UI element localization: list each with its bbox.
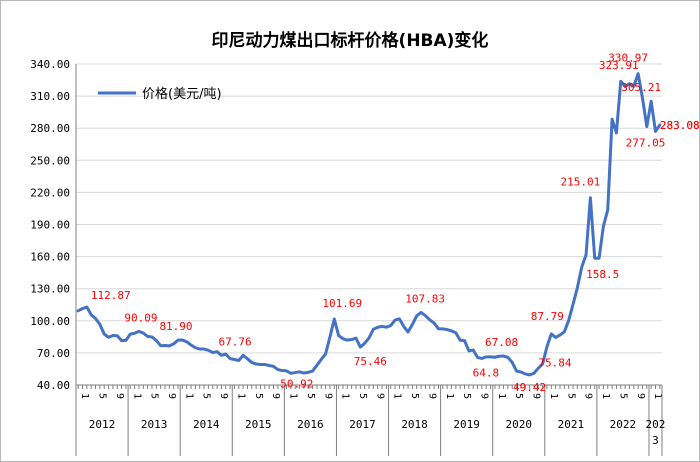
year-label: 2019 bbox=[453, 418, 480, 431]
x-tick-label: 1 bbox=[444, 393, 455, 399]
x-tick-label: 9 bbox=[479, 393, 490, 399]
data-label: 277.05 bbox=[626, 136, 666, 149]
x-tick-label: 1 bbox=[183, 393, 194, 399]
data-label: 101.69 bbox=[322, 297, 362, 310]
x-tick-label: 5 bbox=[201, 393, 212, 399]
data-label: 81.90 bbox=[159, 320, 192, 333]
data-label: 67.76 bbox=[219, 335, 252, 348]
year-label: 202 bbox=[646, 418, 666, 431]
y-tick-label: 160.00 bbox=[30, 251, 70, 264]
year-label: 2014 bbox=[193, 418, 220, 431]
x-tick-label: 1 bbox=[392, 393, 403, 399]
data-label: 158.5 bbox=[586, 268, 619, 281]
axes: 40.00 70.00 100.00 130.00 160.00 190.00 220.00… bbox=[30, 58, 665, 456]
data-label: 50.92 bbox=[280, 377, 313, 390]
x-tick-label: 1 bbox=[131, 393, 142, 399]
x-tick-label: 1 bbox=[496, 393, 507, 399]
year-label: 3 bbox=[652, 434, 659, 447]
year-label: 2020 bbox=[506, 418, 533, 431]
x-tick-label: 1 bbox=[235, 393, 246, 399]
x-tick-label: 5 bbox=[305, 393, 316, 399]
year-label: 2016 bbox=[297, 418, 324, 431]
x-tick-label: 5 bbox=[409, 393, 420, 399]
data-label: 107.83 bbox=[405, 292, 445, 305]
x-tick-label: 5 bbox=[149, 393, 160, 399]
x-tick-label: 9 bbox=[374, 393, 385, 399]
x-tick-label: 5 bbox=[253, 393, 264, 399]
x-tick-label: 5 bbox=[97, 393, 108, 399]
x-tick-label: 5 bbox=[617, 393, 628, 399]
x-tick-label: 5 bbox=[513, 393, 524, 399]
legend: 价格(美元/吨) bbox=[98, 86, 222, 102]
legend-label: 价格(美元/吨) bbox=[142, 86, 222, 102]
y-tick-label: 40.00 bbox=[37, 379, 70, 392]
x-tick-label: 9 bbox=[583, 393, 594, 399]
series-layer bbox=[76, 72, 662, 377]
data-label: 330.97 bbox=[608, 52, 648, 65]
x-tick-label: 9 bbox=[270, 393, 281, 399]
x-tick-label: 5 bbox=[461, 393, 472, 399]
data-label: 283.08 bbox=[660, 119, 700, 132]
x-tick-label: 9 bbox=[218, 393, 229, 399]
x-tick-label: 1 bbox=[600, 393, 611, 399]
x-tick-label: 9 bbox=[322, 393, 333, 399]
y-tick-label: 220.00 bbox=[30, 186, 70, 199]
x-tick-label: 9 bbox=[114, 393, 125, 399]
y-tick-label: 280.00 bbox=[30, 122, 70, 135]
x-tick-label: 1 bbox=[548, 393, 559, 399]
y-tick-label: 70.00 bbox=[37, 347, 70, 360]
year-label: 2015 bbox=[245, 418, 272, 431]
year-label: 2018 bbox=[401, 418, 428, 431]
x-tick-label: 1 bbox=[340, 393, 351, 399]
x-tick-label: 9 bbox=[635, 393, 646, 399]
year-label: 2022 bbox=[610, 418, 637, 431]
data-label: 49.42 bbox=[513, 381, 546, 394]
data-label: 75.46 bbox=[354, 355, 387, 368]
x-tick-label: 1 bbox=[652, 393, 663, 399]
y-tick-label: 340.00 bbox=[30, 58, 70, 71]
x-tick-label: 9 bbox=[531, 393, 542, 399]
y-tick-label: 190.00 bbox=[30, 219, 70, 232]
x-tick-label: 5 bbox=[565, 393, 576, 399]
data-label: 283.08 bbox=[660, 119, 700, 132]
data-label: 87.79 bbox=[531, 310, 564, 323]
data-label: 64.8 bbox=[473, 366, 500, 379]
x-tick-label: 9 bbox=[166, 393, 177, 399]
y-tick-label: 100.00 bbox=[30, 315, 70, 328]
year-label: 2021 bbox=[558, 418, 585, 431]
chart-title: 印尼动力煤出口标杆价格(HBA)变化 bbox=[212, 30, 489, 51]
data-label: 90.09 bbox=[124, 311, 157, 324]
series-line bbox=[76, 72, 662, 377]
y-tick-label: 130.00 bbox=[30, 283, 70, 296]
year-label: 2017 bbox=[349, 418, 376, 431]
data-label: 215.01 bbox=[561, 176, 601, 189]
y-tick-label: 310.00 bbox=[30, 90, 70, 103]
data-label: 112.87 bbox=[91, 289, 131, 302]
x-tick-label: 5 bbox=[357, 393, 368, 399]
year-label: 2013 bbox=[141, 418, 168, 431]
data-label: 305.21 bbox=[621, 81, 661, 94]
data-label: 67.08 bbox=[485, 336, 518, 349]
x-tick-label: 9 bbox=[426, 393, 437, 399]
data-label: 323.91 bbox=[599, 59, 639, 72]
x-tick-label: 1 bbox=[79, 393, 90, 399]
y-tick-label: 250.00 bbox=[30, 154, 70, 167]
year-label: 2012 bbox=[89, 418, 116, 431]
data-label: 75.84 bbox=[538, 357, 571, 370]
x-tick-label: 1 bbox=[288, 393, 299, 399]
